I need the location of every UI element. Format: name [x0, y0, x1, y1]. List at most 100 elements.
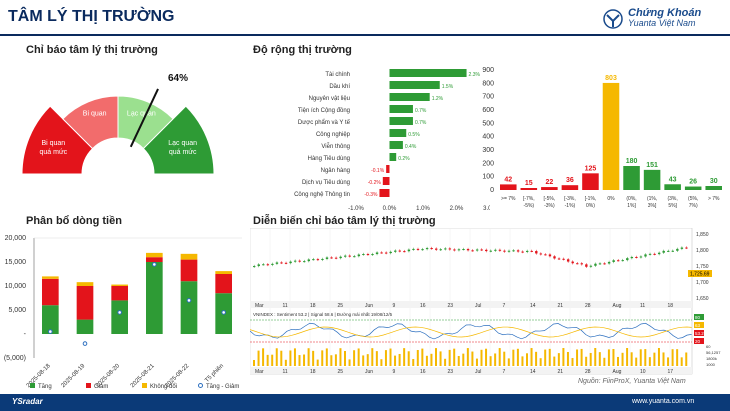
- volume-bar: [662, 352, 665, 366]
- volume-bar: [685, 352, 688, 366]
- sector-label: Nguyên vật liệu: [309, 96, 350, 102]
- volume-bar: [589, 352, 592, 366]
- volume-bar: [257, 350, 260, 366]
- dist-bar: [520, 188, 538, 190]
- candle-body: [253, 266, 256, 268]
- candle-body: [444, 248, 447, 250]
- candle-body: [562, 258, 565, 260]
- candle-body: [617, 260, 620, 262]
- flow-bar-down: [215, 274, 232, 294]
- volume-bar: [498, 348, 501, 366]
- dist-value: 30: [710, 178, 718, 185]
- dist-cat2: 7%): [689, 203, 698, 209]
- volume-bar: [475, 358, 478, 366]
- flow-ytick: 5,000: [8, 307, 26, 314]
- sector-bar: [386, 165, 390, 173]
- dist-ytick: 300: [482, 147, 494, 154]
- tech-xtick: 14: [530, 303, 536, 309]
- tech-xtick: 16: [420, 303, 426, 309]
- volume-bar: [298, 355, 301, 366]
- volume-bar: [453, 348, 456, 366]
- source-note: Nguồn: FiinProX, Yuanta Việt Nam: [578, 378, 686, 385]
- tech-xband: [250, 301, 692, 308]
- candle-body: [626, 258, 629, 261]
- candle-body: [621, 260, 624, 262]
- candle-body: [262, 264, 265, 266]
- volume-bar: [394, 355, 397, 366]
- tech-title: Diễn biến chỉ báo tâm lý thị trường: [253, 215, 436, 227]
- flow-legend-swatch: [30, 383, 35, 388]
- sector-bar: [379, 189, 390, 197]
- candle-body: [494, 249, 497, 251]
- sector-value: 0.7%: [415, 120, 427, 126]
- flow-bar-down: [146, 257, 163, 262]
- volume-bar: [526, 353, 528, 366]
- flow-legend-swatch: [198, 383, 203, 388]
- flow-bar-flat: [215, 271, 232, 274]
- volume-bar: [580, 348, 583, 366]
- volume-bar: [253, 360, 255, 366]
- volume-bar: [639, 349, 642, 366]
- tech-xtick: Aug: [613, 303, 622, 309]
- sector-bar: [389, 129, 407, 137]
- volume-bar: [607, 349, 610, 366]
- candle-body: [507, 250, 511, 252]
- candle-body: [453, 249, 456, 251]
- volume-bar: [444, 358, 447, 366]
- volume-bar: [503, 351, 506, 366]
- sector-label: Viễn thông: [321, 143, 350, 150]
- candle-body: [530, 250, 533, 252]
- candle-body: [448, 248, 452, 250]
- volume-bar: [435, 348, 437, 366]
- volume-bar: [280, 350, 283, 366]
- dist-value: 22: [545, 179, 553, 186]
- flow-bar-down: [111, 286, 128, 301]
- gauge-value: 64%: [168, 73, 188, 84]
- flow-bar-up: [146, 262, 163, 334]
- volume-bar: [630, 352, 633, 366]
- sector-xtick: -1.0%: [348, 206, 364, 212]
- gauge-title: Chỉ báo tâm lý thị trường: [26, 44, 158, 56]
- last-price-tag: [688, 270, 712, 277]
- candle-body: [357, 254, 361, 257]
- dist-ytick: 900: [482, 67, 494, 74]
- sector-bar: [389, 141, 403, 149]
- dist-cat: [-1%,: [585, 196, 597, 202]
- volume-bar: [439, 351, 442, 366]
- candle-body: [380, 252, 383, 254]
- sector-label: Dầu khí: [329, 84, 350, 90]
- candle-body: [635, 256, 638, 258]
- flow-bar-flat: [180, 253, 198, 260]
- flow-net-point: [152, 262, 157, 267]
- distribution-bar-chart: 0 100 200 300 400 500 600 700 800 900 42 >= 7% 15 [-7…: [482, 67, 722, 209]
- volume-bar: [571, 357, 574, 366]
- signal-line: [250, 326, 692, 338]
- dist-cat: (0%,: [626, 196, 636, 202]
- sector-label: Ngân hàng: [321, 168, 350, 174]
- volume-bar: [421, 348, 424, 366]
- candle-body: [307, 259, 310, 262]
- footer-bar: [0, 394, 730, 411]
- candle-body: [485, 249, 488, 252]
- volume-bar: [644, 349, 647, 366]
- flow-legend-label: Tăng - Giảm: [206, 384, 239, 390]
- candle-body: [353, 256, 356, 258]
- breadth-title: Độ rộng thị trường: [253, 44, 352, 56]
- flow-bar-down: [76, 286, 94, 320]
- dist-ytick: 500: [482, 120, 494, 127]
- dist-value: 43: [669, 176, 677, 183]
- flow-bar-up: [76, 319, 94, 334]
- flow-bar-up: [111, 300, 128, 334]
- price-axis-tick: 1,850: [696, 232, 709, 238]
- dist-cat2: 3%]: [648, 203, 657, 209]
- volume-bar: [480, 349, 483, 366]
- flow-xtick: 2025-08-19: [60, 363, 86, 389]
- dist-cat: (5%,: [688, 196, 698, 202]
- gauge-zone-label: Bi quan: [83, 111, 107, 118]
- candle-body: [685, 247, 688, 249]
- dist-cat: > 7%: [708, 196, 720, 202]
- dist-bar: [602, 82, 620, 190]
- tech-xband2: [250, 367, 692, 374]
- volume-bar: [621, 352, 624, 366]
- volume-bar: [266, 354, 269, 366]
